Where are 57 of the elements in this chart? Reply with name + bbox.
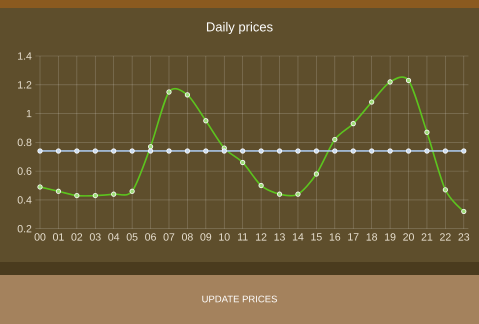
- point: [424, 148, 430, 154]
- point: [240, 148, 246, 154]
- point: [74, 148, 80, 154]
- point: [295, 148, 301, 154]
- x-tick-label: 03: [90, 233, 101, 241]
- x-tick-label: 19: [385, 233, 396, 241]
- point: [258, 148, 264, 154]
- point: [148, 148, 154, 154]
- x-tick-label: 08: [182, 233, 193, 241]
- point: [56, 148, 62, 154]
- point: [461, 148, 466, 154]
- y-tick-label: 0.6: [18, 167, 32, 175]
- point: [203, 148, 208, 154]
- point: [111, 148, 116, 154]
- point: [130, 148, 135, 154]
- x-tick-label: 04: [108, 233, 120, 241]
- point: [332, 148, 338, 154]
- x-tick-label: 07: [164, 233, 174, 241]
- x-tick-label: 02: [71, 233, 82, 241]
- x-tick-label: 10: [219, 233, 230, 241]
- y-tick-label: 1: [26, 110, 32, 118]
- text: UPDATE PRICES: [202, 296, 277, 302]
- y-tick-label: 0.8: [18, 138, 32, 146]
- x-tick-label: 13: [274, 233, 285, 241]
- x-tick-label: 18: [366, 233, 378, 241]
- x-tick-label: 09: [200, 233, 212, 241]
- point: [166, 148, 172, 154]
- x-tick-label: 16: [330, 233, 340, 241]
- point: [276, 148, 282, 154]
- x-tick-label: 12: [256, 233, 266, 241]
- point: [369, 148, 374, 154]
- x-tick-label: 01: [53, 233, 64, 241]
- point: [92, 148, 98, 154]
- x-tick-label: 20: [403, 233, 414, 241]
- point: [184, 148, 190, 154]
- y-tick-label: 1.2: [18, 81, 32, 88]
- point: [387, 148, 393, 154]
- y-tick-label: 0.4: [18, 196, 32, 204]
- point: [406, 148, 412, 154]
- point: [222, 148, 227, 154]
- x-tick-label: 15: [311, 233, 322, 241]
- x-tick-label: 22: [440, 233, 451, 241]
- x-tick-label: 23: [458, 233, 470, 241]
- point: [350, 148, 356, 154]
- point: [314, 148, 319, 154]
- y-tick-label: 0.2: [18, 224, 32, 232]
- x-tick-label: 00: [34, 233, 46, 241]
- x-tick-label: 14: [292, 233, 304, 240]
- chart-title: Daily prices: [206, 22, 273, 34]
- point: [37, 148, 43, 154]
- x-tick-label: 05: [126, 233, 138, 241]
- point: [442, 148, 448, 154]
- x-tick-label: 17: [348, 233, 359, 240]
- x-tick-label: 11: [238, 233, 248, 240]
- y-tick-label: 1.4: [18, 52, 32, 60]
- x-tick-label: 21: [422, 233, 432, 241]
- x-tick-label: 06: [145, 233, 156, 241]
